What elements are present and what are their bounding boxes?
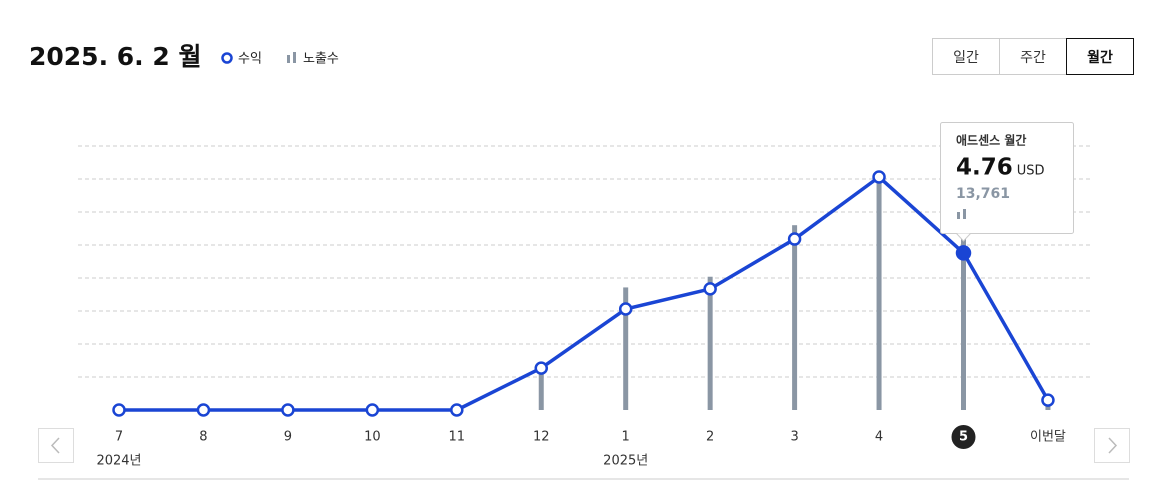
x-tick-label: 10 [364, 430, 381, 445]
legend-marker [293, 52, 296, 63]
data-point [955, 245, 972, 261]
next-icon [1108, 437, 1118, 454]
x-tick-label: 이번달 [1030, 430, 1066, 445]
tooltip-box [940, 122, 1074, 234]
tooltip-icon [957, 212, 960, 219]
bar [707, 276, 713, 410]
bar [961, 237, 966, 410]
bar [876, 182, 882, 410]
tooltip-value: 4.76 [956, 155, 1013, 181]
data-point [787, 232, 802, 246]
tooltip: 애드센스 월간 4.76 USD 13,761 [940, 122, 1074, 242]
tab[interactable]: 월간 [1066, 38, 1134, 75]
data-point [450, 403, 464, 417]
x-tick-label: 4 [875, 430, 883, 445]
legend-marker [221, 52, 233, 64]
x-tick-label: 5 [959, 430, 968, 445]
legend-label: 노출수 [303, 52, 339, 67]
data-point [365, 403, 380, 417]
data-point [1041, 393, 1055, 407]
legend-label: 수익 [238, 52, 262, 67]
bar [538, 368, 544, 410]
tab[interactable]: 주간 [999, 38, 1067, 75]
x-tick-label: 12 [533, 430, 550, 445]
data-point [281, 403, 295, 417]
x-tick-label: 11 [449, 430, 466, 445]
data-point [618, 302, 633, 316]
x-tick-label: 1 [622, 430, 630, 445]
x-tick-label: 9 [284, 430, 292, 445]
tooltip-title: 애드센스 월간 [956, 133, 1026, 148]
data-point [703, 282, 717, 296]
tooltip-impressions: 13,761 [956, 186, 1010, 202]
data-point [196, 403, 211, 417]
selected-badge [951, 425, 976, 449]
tooltip-pointer [956, 233, 971, 242]
prev-icon [50, 437, 60, 454]
data-point [872, 170, 886, 184]
legend-marker [287, 55, 290, 63]
tooltip-icon [963, 209, 966, 219]
x-group-label: 2024년 [96, 454, 141, 469]
tooltip-unit: USD [1017, 164, 1045, 179]
revenue-line [119, 175, 1050, 412]
x-tick-label: 3 [790, 430, 798, 445]
bar [792, 225, 798, 410]
tab-group: 일간 주간 월간 [932, 38, 1134, 75]
x-tick-label: 8 [199, 430, 207, 445]
next-button[interactable] [1094, 428, 1130, 463]
page-title: 2025. 6. 2 월 [29, 42, 201, 71]
data-point [534, 361, 548, 375]
bar [623, 287, 629, 410]
prev-button[interactable] [38, 428, 74, 463]
x-tick-label: 2 [706, 430, 714, 445]
tab[interactable]: 일간 [932, 38, 1000, 75]
x-tick-label: 7 [115, 430, 123, 445]
x-group-label: 2025년 [603, 454, 648, 469]
data-point [112, 403, 126, 417]
